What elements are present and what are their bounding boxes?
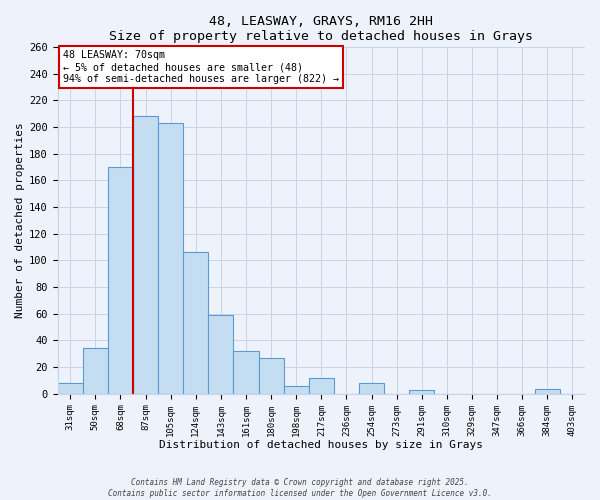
Bar xyxy=(108,167,133,394)
Bar xyxy=(233,351,259,394)
Y-axis label: Number of detached properties: Number of detached properties xyxy=(15,122,25,318)
X-axis label: Distribution of detached houses by size in Grays: Distribution of detached houses by size … xyxy=(160,440,484,450)
Bar xyxy=(58,383,83,394)
Bar xyxy=(208,315,233,394)
Bar xyxy=(158,123,183,394)
Bar xyxy=(535,388,560,394)
Bar xyxy=(133,116,158,394)
Bar xyxy=(83,348,108,394)
Bar xyxy=(409,390,434,394)
Bar xyxy=(359,383,384,394)
Text: Contains HM Land Registry data © Crown copyright and database right 2025.
Contai: Contains HM Land Registry data © Crown c… xyxy=(108,478,492,498)
Bar xyxy=(309,378,334,394)
Bar xyxy=(284,386,309,394)
Bar xyxy=(183,252,208,394)
Title: 48, LEASWAY, GRAYS, RM16 2HH
Size of property relative to detached houses in Gra: 48, LEASWAY, GRAYS, RM16 2HH Size of pro… xyxy=(109,15,533,43)
Bar xyxy=(259,358,284,394)
Text: 48 LEASWAY: 70sqm
← 5% of detached houses are smaller (48)
94% of semi-detached : 48 LEASWAY: 70sqm ← 5% of detached house… xyxy=(63,50,339,84)
